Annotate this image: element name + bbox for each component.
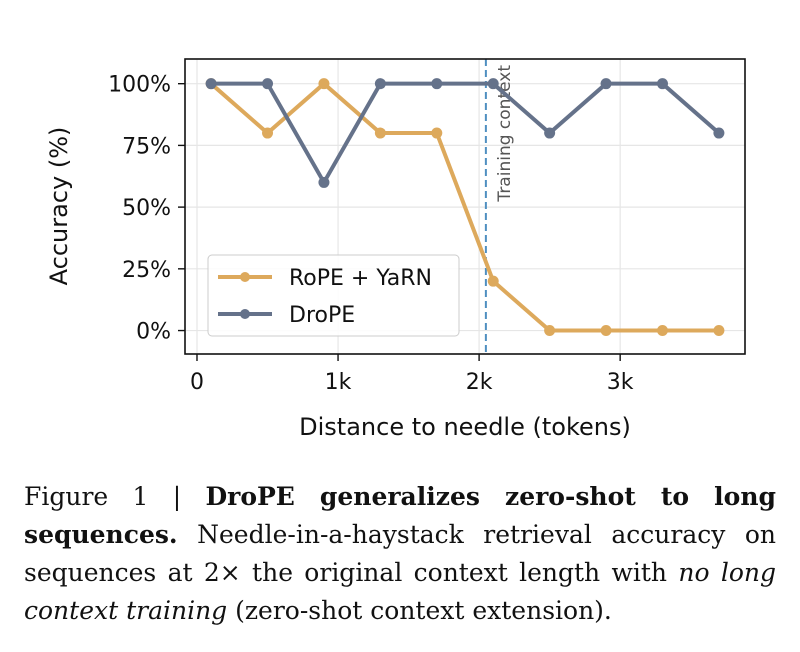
- y-tick-label: 25%: [122, 258, 171, 283]
- y-tick-label: 75%: [122, 134, 171, 159]
- line-drope: [211, 81, 721, 185]
- y-tick-label: 50%: [122, 196, 171, 221]
- point-drope: [600, 78, 612, 90]
- series-layer: [205, 78, 725, 337]
- line-rope-yarn: [209, 81, 719, 333]
- caption-text-2: (zero-shot context extension).: [227, 596, 612, 625]
- point-rope-yarn: [600, 325, 612, 337]
- caption-title: DroPE generalizes zero-shot to long sequ…: [24, 482, 776, 549]
- point-drope: [487, 78, 499, 90]
- point-drope: [431, 78, 443, 90]
- point-rope-yarn: [487, 275, 499, 287]
- x-tick-label: 0: [190, 370, 204, 395]
- y-axis-label: Accuracy (%): [45, 127, 73, 286]
- point-rope-yarn: [318, 78, 330, 90]
- y-tick-label: 0%: [136, 320, 171, 345]
- caption-prefix: Figure 1 |: [24, 482, 206, 511]
- chart: Training context 0 1k 2k 3k0%25%50%75%100% …: [45, 58, 746, 441]
- legend-label-rope-yarn: RoPE + YaRN: [289, 266, 432, 291]
- point-rope-yarn: [544, 325, 556, 337]
- point-rope-yarn: [431, 127, 443, 139]
- point-drope: [374, 78, 386, 90]
- ticks: 0 1k 2k 3k 0% 25% 50% 75% 100%: [108, 73, 634, 395]
- caption-text-1: Needle-in-a-haystack retrieval accuracy …: [24, 520, 776, 587]
- point-rope-yarn: [262, 127, 274, 139]
- legend-marker-drope: [240, 309, 250, 319]
- y-tick-label: 100%: [108, 73, 171, 98]
- x-tick-label: 2k: [466, 370, 493, 395]
- point-drope: [205, 78, 217, 90]
- figure-caption: Figure 1 | DroPE generalizes zero-shot t…: [24, 478, 776, 630]
- point-rope-yarn: [374, 127, 386, 139]
- x-tick-label: 1k: [325, 370, 352, 395]
- training-context-marker: Training context: [484, 59, 515, 354]
- legend-label-drope: DroPE: [289, 303, 355, 328]
- point-rope-yarn: [656, 325, 668, 337]
- legend-marker-rope-yarn: [240, 272, 250, 282]
- x-axis-label: Distance to needle (tokens): [299, 413, 631, 441]
- point-drope: [318, 176, 330, 188]
- point-rope-yarn: [713, 325, 725, 337]
- legend: RoPE + YaRN DroPE: [207, 254, 460, 337]
- point-drope: [656, 78, 668, 90]
- point-drope: [713, 127, 725, 139]
- point-drope: [262, 78, 274, 90]
- x-tick-label: 3k: [607, 370, 634, 395]
- caption-italic: no long context training: [24, 558, 776, 625]
- point-drope: [544, 127, 556, 139]
